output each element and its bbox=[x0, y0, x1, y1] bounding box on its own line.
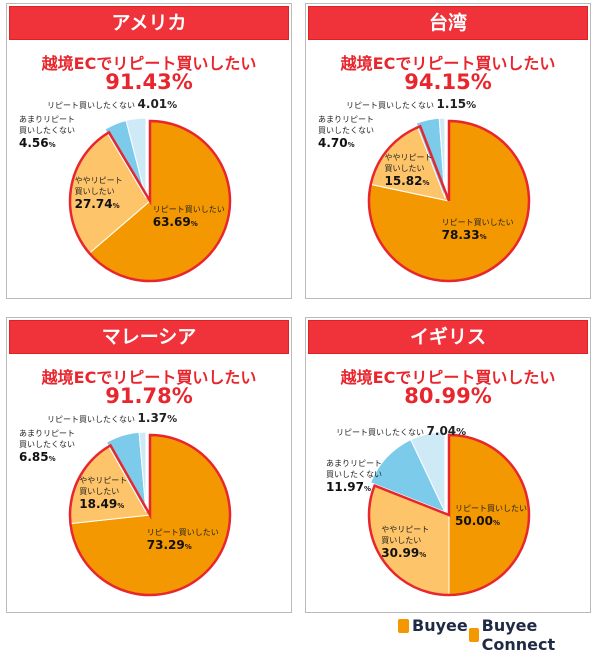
label-somewhat: ややリピート 買いしたい 15.82% bbox=[384, 152, 433, 188]
pie-panel: イギリス 越境ECでリピート買いしたい 80.99% リピート買いしたい 50.00… bbox=[305, 317, 591, 613]
buyee-connect-logo: Buyee Connect bbox=[469, 616, 600, 654]
panel-subtitle: 越境ECでリピート買いしたい bbox=[340, 54, 556, 73]
buyee-logo: Buyee bbox=[398, 616, 468, 635]
pie-slice bbox=[410, 431, 446, 513]
pie-slice bbox=[438, 117, 446, 199]
repeat-outline bbox=[68, 433, 232, 597]
panel-title: アメリカ bbox=[9, 6, 289, 40]
buyee-icon bbox=[469, 628, 479, 642]
pie-panel: 台湾 越境ECでリピート買いしたい 94.15% リピート買いしたい 78.33% や… bbox=[305, 3, 591, 299]
label-somewhat: ややリピート 買いしたい 18.49% bbox=[79, 476, 128, 512]
label-not: リピート買いしたくない 1.37% bbox=[47, 411, 178, 425]
label-not: リピート買いしたくない 7.04% bbox=[336, 424, 467, 438]
label-rather-not: あまりリピート 買いしたくない 4.56% bbox=[19, 115, 75, 150]
pie-chart bbox=[68, 117, 232, 283]
pie-slice bbox=[369, 439, 446, 513]
panel-title: マレーシア bbox=[9, 320, 289, 354]
label-repeat: リピート買いしたい 73.29% bbox=[146, 528, 219, 553]
label-somewhat: ややリピート 買いしたい 30.99% bbox=[381, 524, 430, 560]
pie-panel: マレーシア 越境ECでリピート買いしたい 91.78% リピート買いしたい 73.2… bbox=[6, 317, 292, 613]
total-percent: 91.78% bbox=[105, 384, 193, 408]
logo-text: Buyee bbox=[412, 616, 468, 635]
total-percent: 91.43% bbox=[105, 70, 193, 94]
label-not: リピート買いしたくない 4.01% bbox=[47, 97, 178, 111]
repeat-outline bbox=[367, 433, 531, 597]
pie-chart bbox=[367, 431, 531, 597]
label-rather-not: あまりリピート 買いしたくない 6.85% bbox=[19, 429, 75, 464]
pie-chart bbox=[367, 117, 531, 283]
pie-slice bbox=[125, 117, 147, 199]
total-percent: 94.15% bbox=[404, 70, 492, 94]
label-rather-not: あまりリピート 買いしたくない 11.97% bbox=[326, 459, 382, 494]
total-percent: 80.99% bbox=[404, 384, 492, 408]
panel-title: 台湾 bbox=[308, 6, 588, 40]
buyee-icon bbox=[398, 618, 409, 633]
label-not: リピート買いしたくない 1.15% bbox=[346, 97, 477, 111]
label-rather-not: あまりリピート 買いしたくない 4.70% bbox=[318, 115, 374, 150]
repeat-outline bbox=[68, 119, 232, 283]
panel-title: イギリス bbox=[308, 320, 588, 354]
panel-subtitle: 越境ECでリピート買いしたい bbox=[340, 368, 556, 387]
label-somewhat: ややリピート 買いしたい 27.74% bbox=[74, 176, 123, 212]
panel-subtitle: 越境ECでリピート買いしたい bbox=[41, 368, 257, 387]
panel-subtitle: 越境ECでリピート買いしたい bbox=[41, 54, 257, 73]
label-repeat: リピート買いしたい 63.69% bbox=[152, 205, 225, 229]
label-repeat: リピート買いしたい 50.00% bbox=[455, 504, 527, 528]
label-repeat: リピート買いしたい 78.33% bbox=[441, 217, 514, 242]
repeat-outline bbox=[367, 119, 531, 283]
logo-text: Buyee Connect bbox=[481, 616, 556, 654]
pie-chart bbox=[68, 431, 232, 597]
pie-panel: アメリカ 越境ECでリピート買いしたい 91.43% リピート買いしたい 63.69… bbox=[6, 3, 292, 299]
pie-slice bbox=[138, 431, 147, 513]
